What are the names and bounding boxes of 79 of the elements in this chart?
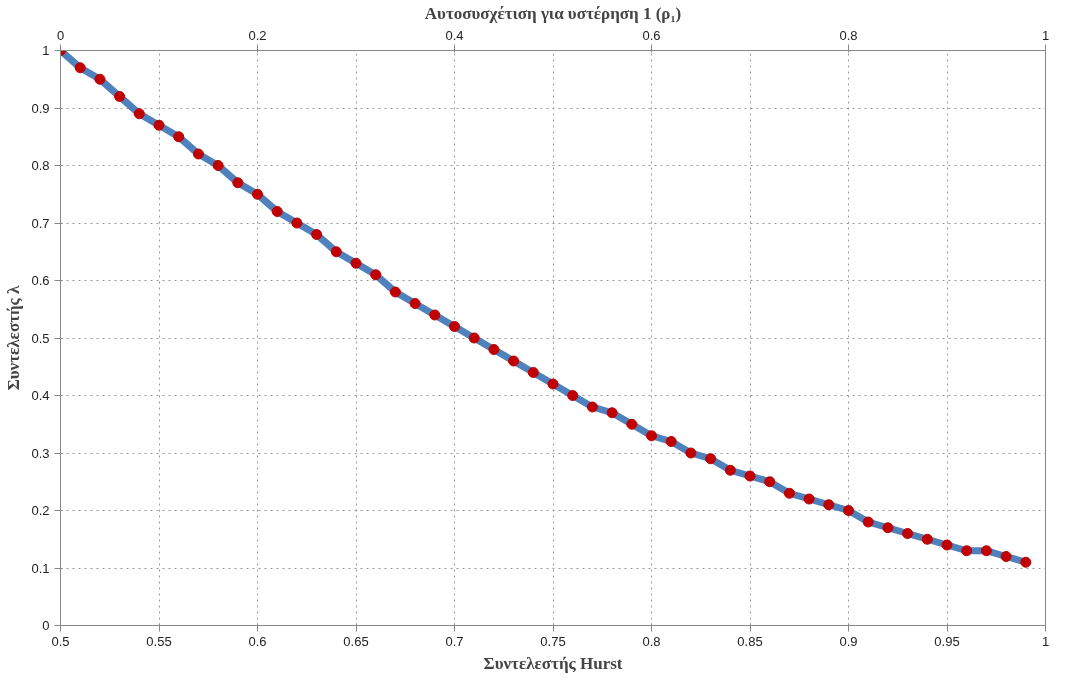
y-tick-label: 0.7 [31, 215, 50, 231]
x-axis-title: Συντελεστής Hurst [483, 653, 623, 673]
point [646, 430, 657, 442]
point [606, 407, 618, 419]
point [764, 476, 776, 488]
point [527, 367, 539, 378]
point [271, 206, 283, 217]
x-tick-label: 0.8 [642, 633, 661, 649]
point [114, 91, 126, 102]
x2-tick-label: 1 [1041, 27, 1050, 43]
x-tick-label: 0.65 [343, 633, 369, 649]
point [212, 160, 224, 171]
point [252, 188, 263, 200]
point [980, 545, 992, 557]
point [488, 344, 500, 355]
point [882, 522, 894, 534]
point [586, 401, 598, 413]
y-tick-label: 1 [42, 43, 50, 58]
point [961, 545, 973, 557]
point [665, 436, 677, 447]
point [843, 505, 854, 516]
point [823, 499, 835, 511]
x-tick-label: 1 [1041, 633, 1050, 649]
point [902, 528, 914, 539]
point [94, 73, 106, 85]
y-tick-label: 0.9 [31, 100, 50, 116]
point [705, 453, 717, 465]
point [468, 332, 480, 344]
x2-tick-label: 0.6 [642, 27, 661, 43]
x-tick-label: 0.85 [737, 633, 763, 649]
point [370, 269, 382, 281]
point [311, 229, 323, 240]
x-tick-label: 0.75 [540, 633, 566, 649]
x2-tick-label: 0.8 [839, 27, 858, 43]
x-tick-label: 0.55 [146, 633, 172, 649]
point [232, 177, 244, 189]
point [449, 321, 460, 332]
y-tick-label: 0.4 [31, 388, 50, 403]
y-tick-label: 0.6 [31, 273, 50, 288]
point [508, 355, 520, 367]
point [626, 418, 638, 430]
point [409, 298, 421, 309]
point [74, 62, 86, 74]
point [192, 148, 204, 160]
x2-axis-title: Αυτοσυσχέτιση για υστέρηση 1 (ρ₁) [424, 3, 682, 23]
point [1020, 556, 1032, 568]
point [350, 257, 362, 269]
point [783, 487, 795, 499]
point [291, 217, 303, 229]
point [724, 464, 736, 476]
point [133, 108, 145, 120]
point [862, 516, 874, 528]
point [685, 447, 697, 459]
y-tick-label: 0.2 [31, 503, 50, 518]
y-tick-label: 0.8 [31, 158, 50, 173]
x-tick-label: 0.95 [934, 633, 960, 649]
x2-tick-label: 0.4 [445, 27, 464, 43]
y-axis-title: Συντελεστής λ [4, 284, 24, 391]
point [744, 470, 756, 482]
point [941, 539, 953, 551]
point [1000, 551, 1012, 562]
point [389, 286, 401, 298]
point [803, 493, 815, 505]
y-tick-label: 0.5 [31, 330, 50, 346]
point [153, 119, 165, 131]
y-tick-label: 0.3 [31, 445, 50, 461]
point [173, 131, 185, 143]
x2-tick-label: 0.2 [248, 27, 267, 43]
point [921, 533, 933, 545]
x-tick-label: 0.6 [248, 633, 267, 649]
x-tick-label: 0.7 [445, 633, 464, 649]
y-tick-label: 0 [42, 618, 50, 633]
point [547, 378, 559, 390]
x2-tick-label: 0 [56, 27, 65, 43]
point [567, 390, 579, 401]
point [330, 246, 342, 258]
y-tick-label: 0.1 [31, 560, 50, 576]
x-tick-label: 0.9 [839, 633, 858, 649]
point [429, 309, 441, 321]
